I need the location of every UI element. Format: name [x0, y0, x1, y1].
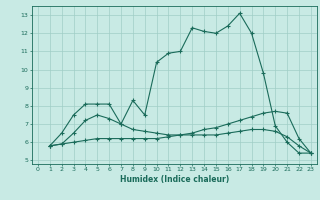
X-axis label: Humidex (Indice chaleur): Humidex (Indice chaleur) — [120, 175, 229, 184]
